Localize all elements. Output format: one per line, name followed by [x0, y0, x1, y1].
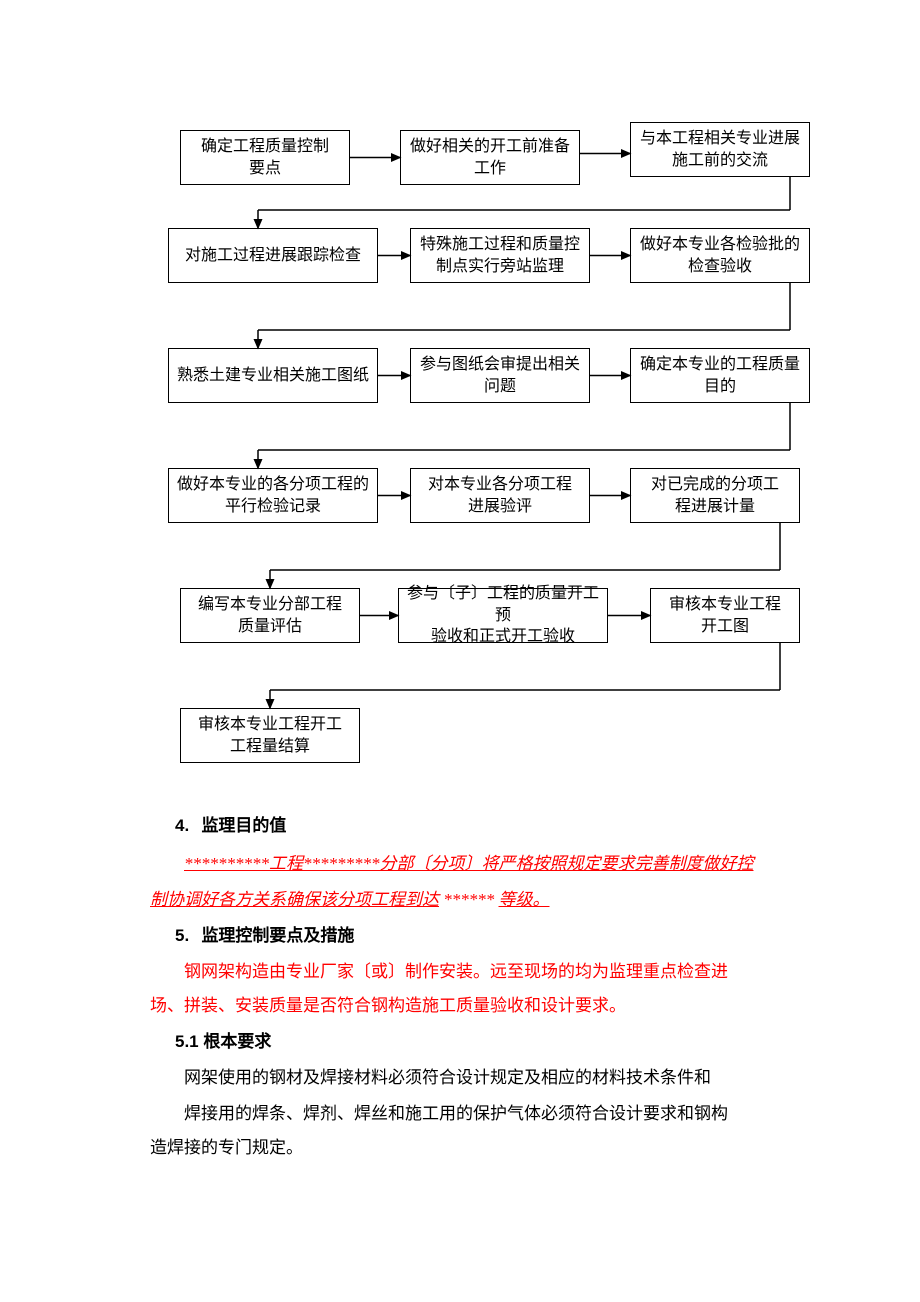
red-italic-line2a: 制协调好各方关系确保该分项工程到达: [150, 890, 439, 909]
section-5-title: 监理控制要点及措施: [201, 926, 354, 945]
flow-node: 特殊施工过程和质量控制点实行旁站监理: [410, 228, 590, 283]
red-italic-line2c: 等级。: [499, 890, 550, 909]
para2: 网架使用的钢材及焊接材料必须符合设计规定及相应的材料技术条件和: [150, 1062, 790, 1094]
flow-node: 参与〔子〕工程的质量开工预验收和正式开工验收: [398, 588, 608, 643]
flow-node: 对已完成的分项工程进展计量: [630, 468, 800, 523]
flow-node: 对施工过程进展跟踪检查: [168, 228, 378, 283]
section-5-1-heading: 5.1 根本要求: [175, 1026, 775, 1058]
red-para-line1: 钢网架构造由专业厂家〔或〕制作安装。远至现场的均为监理重点检查进: [150, 956, 790, 988]
flow-node: 与本工程相关专业进展施工前的交流: [630, 122, 810, 177]
section-5-number: 5.: [175, 926, 189, 945]
red-italic-line2: 制协调好各方关系确保该分项工程到达 ****** 等级。: [150, 884, 790, 916]
flow-node: 熟悉土建专业相关施工图纸: [168, 348, 378, 403]
section-5-heading: 5. 监理控制要点及措施: [175, 920, 775, 952]
flow-node: 做好相关的开工前准备工作: [400, 130, 580, 185]
para3-line2: 造焊接的专门规定。: [150, 1132, 790, 1164]
section-4-title: 监理目的值: [201, 816, 286, 835]
para3-line1: 焊接用的焊条、焊剂、焊丝和施工用的保护气体必须符合设计要求和钢构: [150, 1098, 790, 1130]
flow-node: 确定工程质量控制要点: [180, 130, 350, 185]
flow-node: 参与图纸会审提出相关问题: [410, 348, 590, 403]
flow-node: 审核本专业工程开工工程量结算: [180, 708, 360, 763]
flow-node: 审核本专业工程开工图: [650, 588, 800, 643]
flow-node: 做好本专业各检验批的检查验收: [630, 228, 810, 283]
flow-node: 对本专业各分项工程进展验评: [410, 468, 590, 523]
section-4-heading: 4. 监理目的值: [175, 810, 775, 842]
document-page: 确定工程质量控制要点做好相关的开工前准备工作与本工程相关专业进展施工前的交流对施…: [0, 0, 920, 1302]
flow-node: 编写本专业分部工程质量评估: [180, 588, 360, 643]
flow-node: 确定本专业的工程质量目的: [630, 348, 810, 403]
flow-node: 做好本专业的各分项工程的平行检验记录: [168, 468, 378, 523]
red-para-line2: 场、拼装、安装质量是否符合钢构造施工质量验收和设计要求。: [150, 990, 790, 1022]
red-italic-line2b: ******: [439, 890, 499, 909]
section-4-number: 4.: [175, 816, 189, 835]
red-italic-line1: **********工程*********分部〔分项〕将严格按照规定要求完善制度…: [150, 848, 790, 880]
